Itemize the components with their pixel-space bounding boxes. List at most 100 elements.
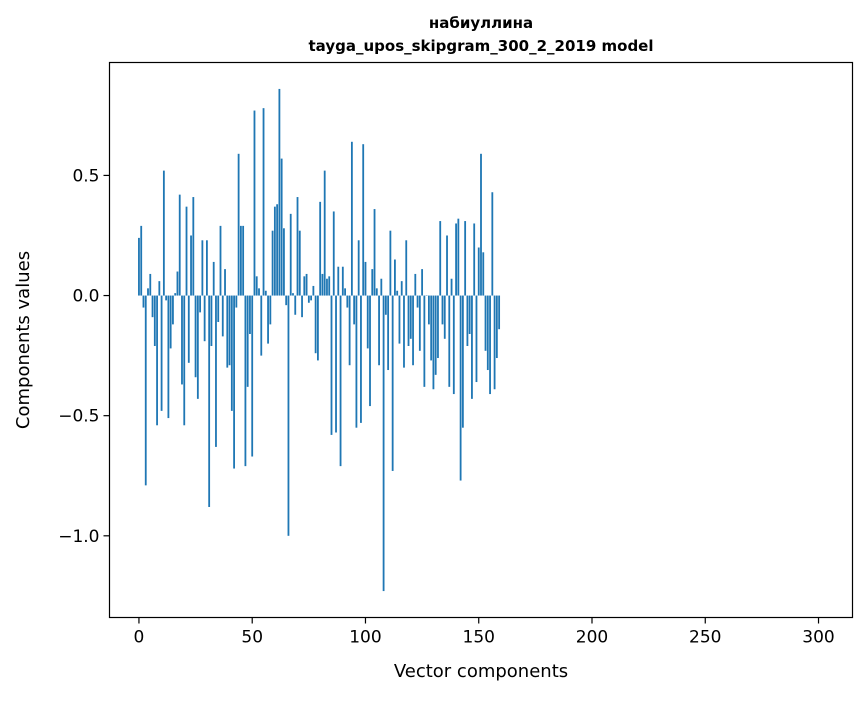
bar-component-78 (315, 296, 317, 354)
bar-component-17 (177, 272, 179, 296)
bar-component-129 (430, 296, 432, 361)
bar-component-122 (414, 274, 416, 296)
x-tick-label-250: 250 (689, 628, 721, 648)
y-tick-label-0: 0.5 (72, 166, 99, 186)
bar-component-107 (380, 279, 382, 296)
bar-component-150 (478, 248, 480, 296)
bar-component-74 (306, 274, 308, 296)
bar-component-69 (294, 296, 296, 315)
bar-component-105 (376, 288, 378, 295)
bar-component-83 (326, 279, 328, 296)
bar-component-156 (491, 192, 493, 295)
bar-component-8 (156, 296, 158, 426)
bar-component-121 (412, 296, 414, 366)
bar-component-137 (448, 296, 450, 387)
bar-component-131 (435, 296, 437, 375)
y-tick-label-2: −0.5 (58, 407, 99, 427)
bar-component-157 (494, 296, 496, 390)
bar-component-132 (437, 296, 439, 358)
bar-component-142 (460, 296, 462, 481)
bar-component-149 (476, 296, 478, 382)
bar-component-56 (265, 291, 267, 296)
bar-component-159 (498, 296, 500, 330)
bar-component-7 (154, 296, 156, 346)
bar-component-93 (349, 296, 351, 366)
bar-component-87 (335, 296, 337, 433)
bar-component-24 (192, 197, 194, 296)
bar-component-52 (256, 276, 258, 295)
bar-component-102 (369, 296, 371, 407)
bar-component-82 (324, 171, 326, 296)
bar-component-110 (387, 296, 389, 370)
bar-component-76 (310, 296, 312, 301)
bar-component-109 (385, 296, 387, 315)
bar-component-79 (317, 296, 319, 361)
bar-component-29 (204, 296, 206, 342)
bar-component-86 (333, 211, 335, 295)
bar-component-59 (272, 231, 274, 296)
bar-component-13 (167, 296, 169, 419)
bar-component-71 (299, 231, 301, 296)
y-tick-label-1: 0.0 (72, 287, 99, 307)
bar-component-99 (362, 144, 364, 295)
bar-component-80 (319, 202, 321, 296)
bar-component-18 (179, 195, 181, 296)
bar-component-63 (281, 159, 283, 296)
bar-component-33 (213, 262, 215, 296)
bar-component-61 (276, 204, 278, 295)
x-tick-label-200: 200 (576, 628, 608, 648)
bar-component-100 (365, 262, 367, 296)
bar-component-5 (149, 274, 151, 296)
bar-component-57 (267, 296, 269, 344)
bar-component-146 (469, 296, 471, 334)
bar-component-136 (446, 235, 448, 295)
x-axis-label: Vector components (394, 661, 568, 682)
bar-component-73 (303, 276, 305, 295)
bar-component-60 (274, 207, 276, 296)
bar-component-101 (367, 296, 369, 349)
bar-component-41 (231, 296, 233, 411)
bar-component-135 (444, 296, 446, 339)
bar-component-120 (410, 296, 412, 339)
bar-component-97 (358, 240, 360, 295)
bar-component-31 (208, 296, 210, 507)
bar-component-123 (417, 296, 419, 308)
bar-component-143 (462, 296, 464, 428)
plot-area-frame (110, 63, 853, 618)
bar-component-84 (328, 276, 330, 295)
bar-component-35 (217, 296, 219, 322)
bar-component-9 (158, 281, 160, 295)
bar-component-96 (356, 296, 358, 428)
bar-component-124 (419, 296, 421, 351)
bar-component-34 (215, 296, 217, 447)
bar-component-77 (312, 286, 314, 296)
bar-component-81 (322, 274, 324, 296)
bar-component-151 (480, 154, 482, 296)
bar-component-4 (147, 288, 149, 295)
x-tick-label-100: 100 (349, 628, 381, 648)
bar-component-51 (254, 111, 256, 296)
bar-component-19 (181, 296, 183, 385)
bar-component-133 (439, 221, 441, 295)
bar-component-2 (143, 296, 145, 308)
bar-component-43 (235, 296, 237, 308)
bar-component-55 (263, 108, 265, 295)
bar-component-98 (360, 296, 362, 423)
bar-component-104 (374, 209, 376, 295)
bar-component-64 (283, 228, 285, 295)
bar-component-22 (188, 296, 190, 363)
bar-component-15 (172, 296, 174, 325)
bar-component-130 (433, 296, 435, 390)
bar-component-144 (464, 221, 466, 295)
bar-component-25 (195, 296, 197, 378)
bar-component-23 (190, 235, 192, 295)
bar-component-62 (278, 89, 280, 296)
bar-component-155 (489, 296, 491, 395)
bar-component-113 (394, 260, 396, 296)
bar-component-88 (337, 267, 339, 296)
bar-component-20 (183, 296, 185, 426)
bar-component-116 (401, 281, 403, 295)
bar-component-111 (389, 231, 391, 296)
bar-component-94 (351, 142, 353, 296)
